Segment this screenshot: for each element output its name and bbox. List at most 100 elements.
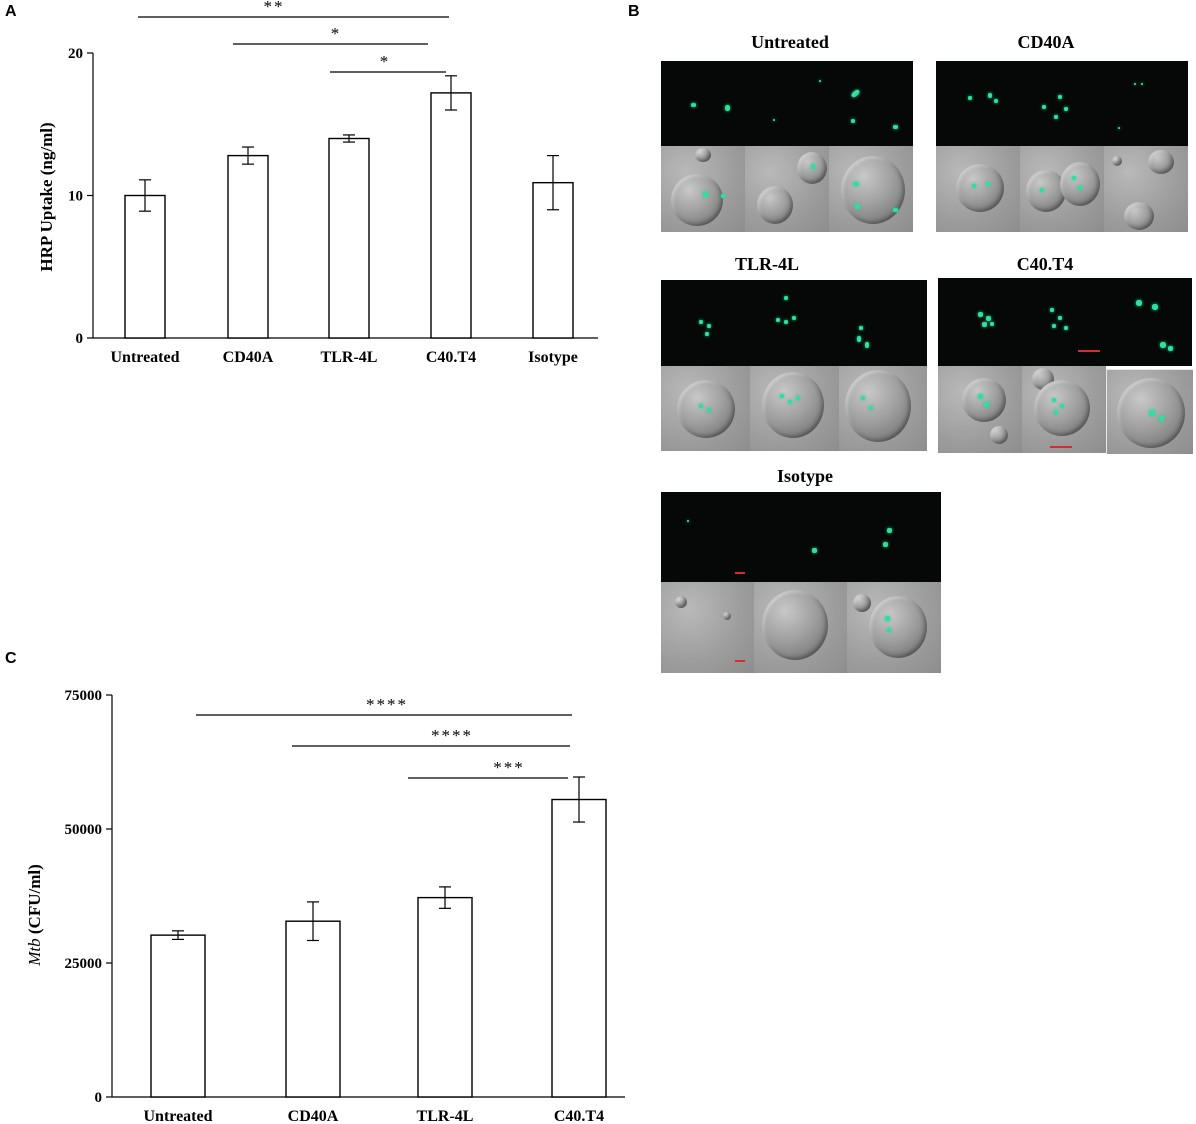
y-tick-label: 10	[68, 189, 83, 205]
y-axis-label: Mtb (CFU/ml)	[25, 864, 44, 967]
dic-tile	[847, 582, 941, 673]
bacteria-spot	[887, 628, 891, 632]
micrograph-cd40a	[936, 61, 1188, 232]
bacteria-spot	[893, 125, 898, 129]
x-tick-label: Untreated	[110, 349, 179, 366]
bacteria-spot	[893, 208, 898, 212]
bacteria-spot	[978, 312, 983, 317]
bacteria-spot	[1160, 342, 1166, 348]
dic-tile	[745, 146, 829, 232]
bacteria-spot	[887, 528, 892, 533]
bacteria-spot	[1118, 127, 1120, 129]
bacteria-spot	[773, 119, 775, 121]
cell	[675, 596, 687, 608]
x-tick-label: Isotype	[528, 349, 578, 366]
chart-c-mtb-cfu: 0 25000 50000 75000 Untreated CD40A TLR-4L C40.…	[25, 688, 625, 1124]
scale-bar	[1078, 350, 1100, 352]
fluorescence-tile	[1022, 278, 1106, 366]
y-axis-label: HRP Uptake (ng/ml)	[37, 122, 56, 271]
bacteria-spot	[1134, 83, 1136, 85]
bacteria-spot	[1042, 105, 1046, 109]
bacteria-spot	[885, 616, 890, 621]
significance-marker: **	[264, 0, 285, 16]
x-tick-label: C40.T4	[426, 349, 476, 366]
bacteria-spot	[780, 394, 784, 398]
cell	[869, 596, 927, 658]
micrograph-title-untreated: Untreated	[751, 32, 829, 52]
fluorescence-tile	[661, 280, 750, 366]
dic-tile	[936, 146, 1020, 232]
scale-bar	[1050, 446, 1072, 448]
dic-tile	[661, 146, 745, 232]
fluorescence-tile	[938, 278, 1022, 366]
bacteria-spot	[1040, 188, 1044, 192]
bacteria-spot	[1168, 346, 1173, 351]
micrograph-title-cd40a: CD40A	[1017, 32, 1075, 52]
x-tick-label: CD40A	[288, 1108, 339, 1124]
bacteria-spot	[812, 548, 817, 553]
dic-tile	[839, 366, 927, 451]
bacteria-spot	[1141, 83, 1143, 85]
dic-tile	[1022, 366, 1106, 453]
bacteria-spot	[1136, 300, 1142, 306]
bacteria-spot	[784, 320, 788, 324]
scale-bar	[735, 660, 745, 662]
bacteria-spot	[1054, 410, 1058, 414]
bacteria-spot	[869, 406, 873, 410]
bacteria-spot	[1078, 186, 1082, 190]
bacteria-spot	[1159, 416, 1164, 421]
fluorescence-tile	[750, 280, 839, 366]
cell	[845, 370, 911, 442]
bacteria-spot	[705, 332, 709, 336]
dic-tile	[754, 582, 847, 673]
dic-tile	[661, 582, 754, 673]
cell	[1148, 150, 1174, 174]
panel-label-c: C	[5, 650, 17, 667]
bacteria-spot	[1064, 326, 1068, 330]
bar-tlr4l	[417, 896, 473, 1098]
bacteria-spot	[796, 396, 800, 400]
bacteria-spot	[691, 103, 696, 107]
bacteria-spot	[865, 342, 869, 348]
cell	[1034, 380, 1090, 436]
fluorescence-tile	[1104, 61, 1188, 146]
bacteria-spot	[703, 192, 708, 197]
bacteria-spot	[984, 402, 989, 407]
bacteria-spot	[784, 296, 788, 300]
x-tick-label: TLR-4L	[321, 349, 378, 366]
micrograph-title-c40t4: C40.T4	[1016, 254, 1074, 274]
bacteria-spot	[1072, 176, 1076, 180]
fluorescence-tile	[936, 61, 1020, 146]
bacteria-spot	[1052, 398, 1056, 402]
bacteria-spot	[1058, 316, 1062, 320]
bacteria-spot	[859, 326, 863, 330]
micrograph-isotype	[661, 492, 941, 673]
cell	[853, 594, 871, 612]
cell	[956, 164, 1004, 212]
bacteria-spot	[811, 164, 815, 169]
bacteria-spot	[699, 320, 703, 324]
bacteria-spot	[792, 316, 796, 320]
bacteria-spot	[1149, 410, 1155, 416]
bar-cd40a	[227, 154, 269, 339]
cell	[723, 612, 731, 620]
micrograph-c40t4	[938, 278, 1193, 454]
fluorescence-tile	[847, 492, 941, 582]
bacteria-spot	[990, 322, 994, 326]
y-tick-label: 0	[95, 1090, 103, 1106]
micrograph-tlr4l	[661, 280, 927, 451]
dic-tile	[750, 366, 839, 451]
micrograph-untreated	[661, 61, 913, 232]
fluorescence-tile	[754, 492, 847, 582]
y-axis-label-italic: Mtb	[25, 938, 44, 966]
bar-cd40a	[285, 920, 341, 1098]
bacteria-spot	[687, 520, 689, 522]
panel-label-a: A	[5, 3, 17, 20]
panel-label-b: B	[628, 3, 640, 20]
bacteria-spot	[986, 316, 991, 321]
micrograph-title-tlr4l: TLR-4L	[734, 254, 799, 274]
bacteria-spot	[1064, 107, 1068, 111]
bacteria-spot	[1058, 95, 1062, 99]
significance-marker: ***	[493, 758, 525, 777]
y-tick-label: 25000	[65, 956, 103, 972]
